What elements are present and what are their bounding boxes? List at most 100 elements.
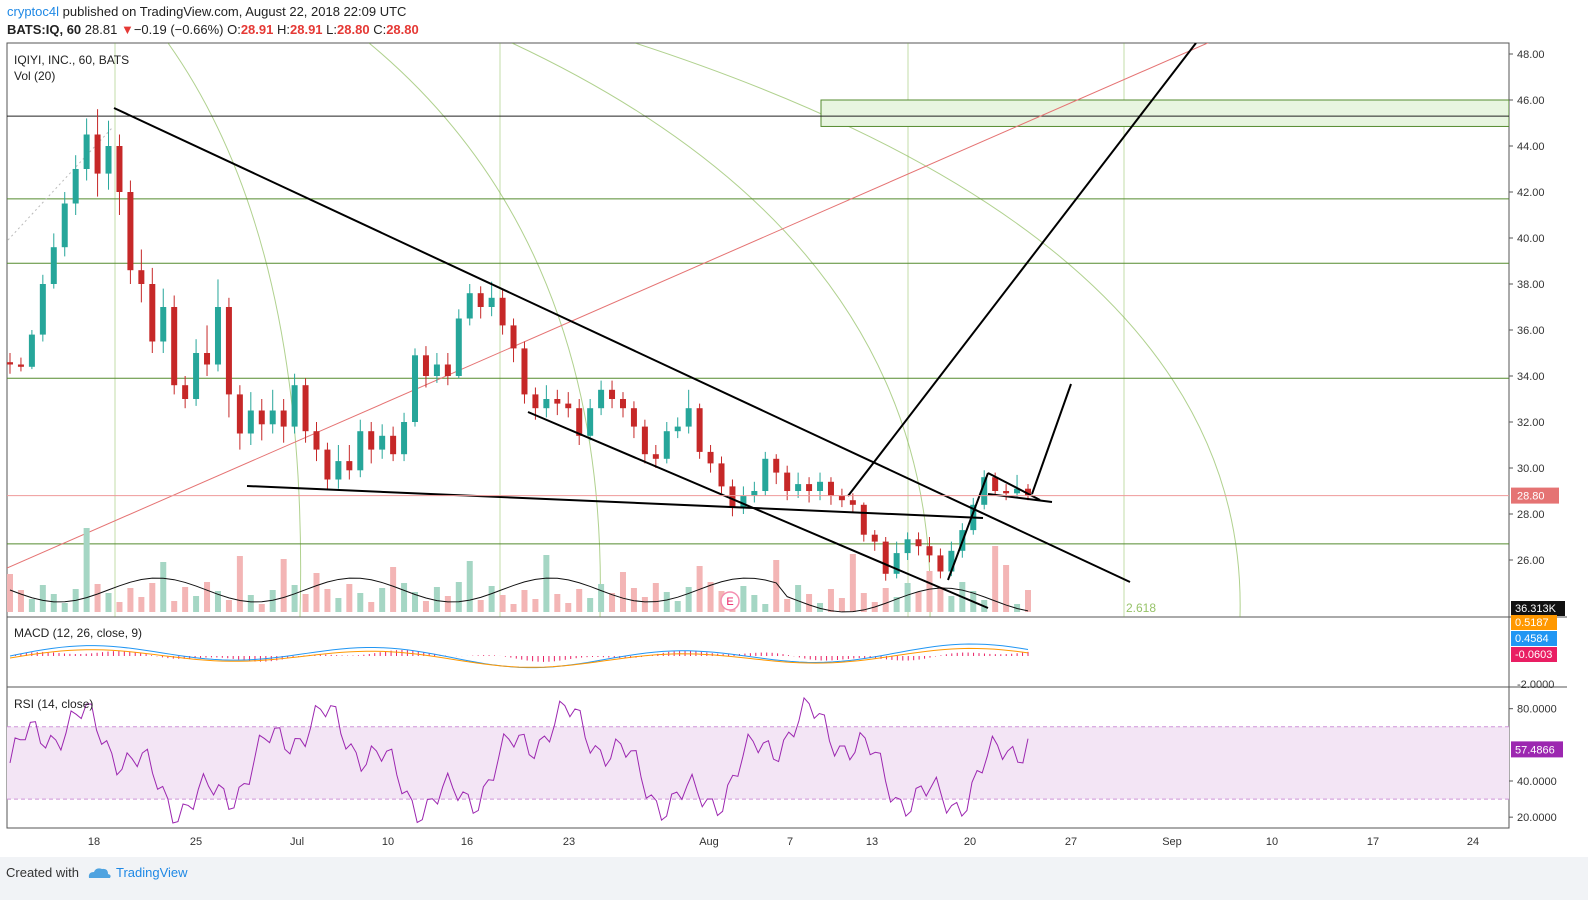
- volume-bar: [521, 590, 528, 612]
- volume-bar: [565, 603, 572, 612]
- candle-body: [992, 477, 999, 491]
- candle-body: [817, 481, 824, 491]
- candle-body: [412, 355, 419, 422]
- volume-bar: [291, 585, 298, 612]
- candle-body: [477, 293, 484, 307]
- candle-body: [258, 410, 265, 425]
- x-tick-label: 13: [866, 836, 878, 848]
- y-tick-label: 32.00: [1517, 417, 1545, 429]
- volume-bar: [455, 582, 462, 612]
- candle-body: [433, 364, 440, 376]
- candle-body: [280, 410, 287, 427]
- volume-bar: [193, 596, 200, 612]
- flagpole-line: [947, 472, 989, 581]
- main-pane-title: IQIYI, INC., 60, BATS: [14, 53, 130, 67]
- candle-body: [871, 534, 878, 542]
- author-link[interactable]: cryptoc4l: [7, 4, 60, 19]
- volume-bar: [302, 594, 309, 612]
- candle-body: [641, 426, 648, 455]
- volume-bar: [313, 573, 320, 612]
- volume-bar: [751, 595, 758, 612]
- volume-bar: [937, 587, 944, 612]
- y-tick-label: 40.00: [1517, 233, 1545, 245]
- candle-body: [368, 431, 375, 450]
- tradingview-logo-icon: [88, 868, 111, 878]
- candle-body: [291, 385, 298, 427]
- candle-body: [401, 422, 408, 455]
- fib-label: 2.618: [1126, 601, 1156, 615]
- red-trendline: [7, 43, 1209, 569]
- candle-body: [576, 408, 583, 436]
- volume-bar: [236, 556, 243, 612]
- x-tick-label: 23: [563, 836, 575, 848]
- candle-body: [587, 408, 594, 436]
- candle-body: [324, 449, 331, 480]
- candle-body: [313, 431, 320, 450]
- candle-body: [28, 334, 35, 367]
- volume-bar: [412, 592, 419, 612]
- candle-body: [784, 472, 791, 491]
- x-tick-label: 10: [1266, 836, 1278, 848]
- macd-title: MACD (12, 26, close, 9): [14, 626, 143, 640]
- candle-body: [455, 318, 462, 376]
- volume-bar: [674, 601, 681, 612]
- descending-trendline: [113, 107, 1131, 583]
- candle-body: [795, 484, 802, 491]
- candle-body: [1014, 488, 1021, 494]
- volume-bar: [707, 582, 714, 612]
- volume-bar: [926, 571, 933, 612]
- candle-body: [204, 353, 211, 365]
- candle-body: [521, 348, 528, 395]
- close-value: 28.80: [386, 22, 419, 37]
- volume-bar: [39, 585, 46, 612]
- x-tick-label: 17: [1367, 836, 1379, 848]
- candle-body: [685, 408, 692, 427]
- macd-value-label: 0.5187: [1515, 617, 1549, 629]
- candle-body: [882, 541, 889, 574]
- x-tick-label: 20: [964, 836, 976, 848]
- open-value: 28.91: [240, 22, 274, 37]
- macd-value-badge: [1511, 615, 1557, 630]
- candle-body: [718, 463, 725, 487]
- volume-bar: [532, 599, 539, 612]
- candle-body: [466, 293, 473, 319]
- candle-body: [182, 385, 189, 399]
- volume-bar: [280, 559, 287, 612]
- volume-bar: [379, 588, 386, 612]
- footer-brand-link[interactable]: TradingView: [116, 865, 188, 880]
- candle-body: [948, 550, 955, 572]
- volume-bar: [587, 598, 594, 612]
- candle-body: [806, 484, 813, 491]
- volume-bar: [171, 601, 178, 612]
- rsi-title: RSI (14, close): [14, 697, 94, 711]
- candle-body: [214, 307, 221, 365]
- rsi-tick-label: 80.0000: [1517, 704, 1557, 716]
- volume-bar: [324, 589, 331, 612]
- candle-body: [105, 146, 112, 174]
- candle-body: [346, 461, 353, 471]
- y-tick-label: 48.00: [1517, 49, 1545, 61]
- candle-body: [630, 408, 637, 427]
- volume-bar: [466, 561, 473, 612]
- y-tick-label: 44.00: [1517, 141, 1545, 153]
- volume-bar: [904, 583, 911, 612]
- candle-body: [269, 410, 276, 425]
- volume-bar: [817, 603, 824, 612]
- chart-canvas[interactable]: 2.618 E 18 25 Jul 10 16 23 Aug 7 13 20 27 Sep 10 17 24 4…: [0, 0, 1588, 857]
- candle-body: [357, 431, 364, 471]
- volume-bar: [882, 588, 889, 612]
- macd-value-badge: [1511, 647, 1557, 662]
- volume-bar: [838, 598, 845, 612]
- volume-bar: [50, 594, 57, 612]
- volume-bar: [554, 594, 561, 612]
- volume-bar: [61, 603, 68, 612]
- y-tick-label: 46.00: [1517, 95, 1545, 107]
- rsi-value-label: 57.4866: [1515, 744, 1555, 756]
- candle-body: [193, 353, 200, 399]
- rsi-tick-label: 20.0000: [1517, 812, 1557, 824]
- footer-bar: Created with TradingView: [0, 857, 1588, 900]
- candle-body: [17, 364, 24, 367]
- candle-body: [674, 426, 681, 432]
- candle-body: [236, 394, 243, 434]
- signal-line: [9, 647, 1029, 668]
